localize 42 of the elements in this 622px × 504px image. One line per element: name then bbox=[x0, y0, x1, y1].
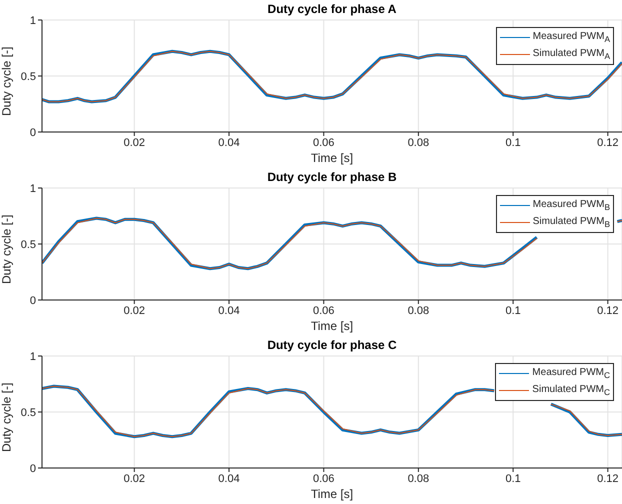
legend-label: Measured PWM$_{A}$ bbox=[532, 30, 610, 44]
x-axis-title: Time [s] bbox=[310, 487, 354, 501]
x-tick-label: 0.08 bbox=[408, 136, 430, 149]
chart-title: Duty cycle for phase B bbox=[266, 170, 398, 184]
legend-label: Measured PWM$_{C}$ bbox=[532, 366, 610, 380]
legend-label: Simulated PWM$_{A}$ bbox=[532, 48, 610, 60]
x-tick-label: 0.06 bbox=[313, 304, 334, 317]
legend-label: Simulated PWM$_{B}$ bbox=[532, 216, 610, 228]
x-tick-label: 0.08 bbox=[408, 304, 430, 317]
chart-title: Duty cycle for phase A bbox=[266, 2, 398, 16]
y-tick-label: 0 bbox=[30, 126, 36, 139]
legend-label: Measured PWM$_{B}$ bbox=[532, 198, 610, 212]
x-axis-title: Time [s] bbox=[310, 319, 354, 333]
y-tick-label: 1 bbox=[30, 350, 36, 363]
x-tick-label: 0.06 bbox=[313, 472, 334, 485]
y-axis-title: Duty cycle [-] bbox=[0, 382, 14, 452]
x-tick-label: 0.02 bbox=[124, 472, 146, 485]
x-axis-title: Time [s] bbox=[310, 151, 354, 165]
y-axis-title: Duty cycle [-] bbox=[0, 46, 14, 116]
legend-label: Simulated PWM$_{C}$ bbox=[532, 384, 610, 396]
x-tick-label: 0.1 bbox=[505, 304, 521, 317]
x-tick-label: 0.04 bbox=[218, 304, 240, 317]
y-tick-label: 0.5 bbox=[20, 238, 36, 251]
x-tick-label: 0.04 bbox=[218, 136, 240, 149]
x-tick-label: 0.12 bbox=[597, 472, 619, 485]
x-tick-label: 0.06 bbox=[313, 136, 334, 149]
x-tick-label: 0.1 bbox=[505, 472, 521, 485]
y-tick-label: 1 bbox=[30, 14, 36, 27]
y-axis-title: Duty cycle [-] bbox=[0, 214, 14, 284]
chart-title: Duty cycle for phase C bbox=[266, 338, 398, 352]
y-tick-label: 0.5 bbox=[20, 70, 36, 83]
y-tick-label: 0.5 bbox=[20, 406, 36, 419]
y-tick-label: 1 bbox=[30, 182, 36, 195]
x-tick-label: 0.08 bbox=[408, 472, 430, 485]
x-tick-label: 0.02 bbox=[124, 304, 146, 317]
x-tick-label: 0.12 bbox=[597, 304, 619, 317]
y-tick-label: 0 bbox=[30, 462, 36, 475]
x-tick-label: 0.02 bbox=[124, 136, 146, 149]
x-tick-label: 0.12 bbox=[597, 136, 619, 149]
y-tick-label: 0 bbox=[30, 294, 36, 307]
x-tick-label: 0.04 bbox=[218, 472, 240, 485]
x-tick-label: 0.1 bbox=[505, 136, 521, 149]
